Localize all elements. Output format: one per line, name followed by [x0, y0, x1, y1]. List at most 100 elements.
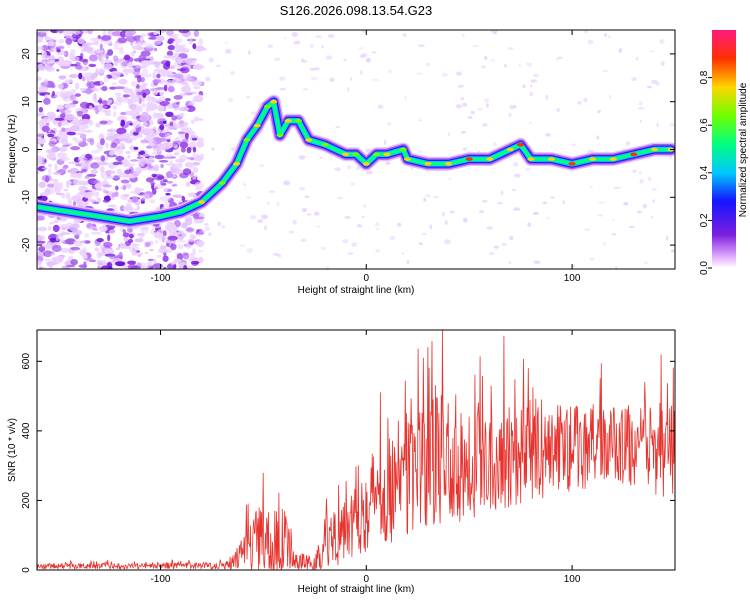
noise-blob — [639, 179, 644, 184]
noise-blob — [172, 33, 179, 40]
noise-blob — [107, 49, 114, 56]
noise-blob — [347, 87, 350, 92]
noise-blob — [102, 184, 112, 188]
noise-blob — [356, 224, 362, 228]
noise-blob — [183, 74, 188, 82]
noise-blob — [189, 252, 194, 257]
noise-blob — [309, 68, 316, 71]
noise-blob — [150, 56, 154, 62]
noise-blob — [342, 239, 349, 244]
noise-blob — [306, 212, 312, 216]
noise-blob — [279, 87, 286, 91]
colorbar-ticks: 0.0 0.2 0.4 0.6 0.8 — [699, 70, 712, 275]
noise-blob — [91, 170, 97, 175]
noise-blob — [146, 95, 152, 102]
noise-blob — [51, 245, 62, 252]
noise-blob — [137, 42, 143, 48]
noise-blob — [94, 183, 102, 190]
noise-blob — [406, 259, 410, 265]
noise-blob — [155, 30, 167, 33]
noise-blob — [54, 163, 58, 171]
noise-blob — [361, 30, 369, 33]
noise-blob — [122, 232, 130, 238]
noise-blob — [377, 104, 384, 109]
ridge-point — [243, 138, 251, 142]
noise-blob — [119, 142, 124, 150]
noise-blob — [132, 66, 142, 70]
noise-blob — [141, 153, 150, 157]
noise-blob — [90, 231, 102, 235]
noise-blob — [175, 200, 184, 203]
noise-blob — [372, 78, 380, 81]
noise-blob — [455, 104, 463, 109]
noise-blob — [179, 154, 188, 161]
noise-blob — [131, 196, 139, 203]
snr-ylabel: SNR (10 * v/v) — [7, 418, 18, 482]
noise-blob — [385, 161, 391, 166]
noise-blob — [73, 30, 81, 35]
ridge-point — [630, 152, 638, 157]
noise-blob — [461, 33, 465, 38]
noise-blob — [46, 183, 55, 188]
noise-blob — [88, 54, 98, 62]
noise-blob — [97, 68, 106, 74]
noise-blob — [93, 156, 103, 161]
noise-blob — [115, 99, 123, 106]
noise-blob — [360, 55, 366, 58]
noise-blob — [545, 217, 550, 220]
noise-blob — [375, 249, 380, 253]
noise-blob — [47, 133, 55, 138]
noise-blob — [387, 122, 392, 126]
noise-blob — [140, 139, 150, 144]
noise-blob — [137, 157, 148, 166]
noise-blob — [106, 154, 117, 158]
noise-blob — [298, 186, 306, 191]
noise-blob — [54, 187, 61, 194]
noise-blob — [246, 96, 251, 99]
noise-blob — [99, 166, 105, 173]
noise-blob — [123, 236, 129, 242]
noise-blob — [130, 81, 138, 87]
noise-blob — [528, 121, 532, 124]
noise-blob — [60, 236, 65, 244]
noise-blob — [425, 194, 431, 198]
spectrogram-xlabel: Height of straight line (km) — [298, 285, 415, 296]
noise-blob — [59, 224, 71, 231]
noise-blob — [46, 36, 52, 41]
noise-blob — [562, 200, 565, 205]
noise-blob — [146, 106, 150, 113]
noise-blob — [112, 129, 117, 133]
noise-blob — [37, 165, 46, 172]
noise-blob — [97, 161, 108, 166]
noise-blob — [61, 127, 66, 132]
noise-blob — [99, 43, 103, 51]
noise-blob — [145, 177, 155, 183]
noise-blob — [55, 255, 64, 262]
noise-blob — [37, 149, 42, 154]
noise-blob — [530, 84, 533, 88]
noise-blob — [43, 94, 50, 99]
noise-blob — [550, 196, 555, 199]
noise-blob — [37, 112, 45, 117]
noise-blob — [37, 236, 46, 240]
noise-blob — [615, 266, 618, 269]
spectrogram-layer — [37, 30, 675, 269]
noise-blob — [70, 173, 81, 178]
noise-blob — [162, 156, 170, 159]
noise-blob — [351, 242, 358, 248]
noise-blob — [508, 261, 512, 264]
noise-blob — [149, 248, 154, 252]
noise-blob — [156, 143, 167, 148]
noise-blob — [230, 70, 235, 76]
noise-blob — [41, 167, 48, 170]
noise-blob — [56, 136, 61, 141]
noise-blob — [432, 196, 440, 199]
noise-blob — [57, 45, 65, 49]
noise-blob — [346, 165, 352, 170]
noise-blob — [73, 121, 79, 126]
noise-blob — [134, 187, 141, 195]
noise-blob — [642, 203, 647, 209]
noise-blob — [124, 205, 134, 213]
noise-blob — [154, 112, 164, 118]
noise-blob — [39, 192, 50, 197]
